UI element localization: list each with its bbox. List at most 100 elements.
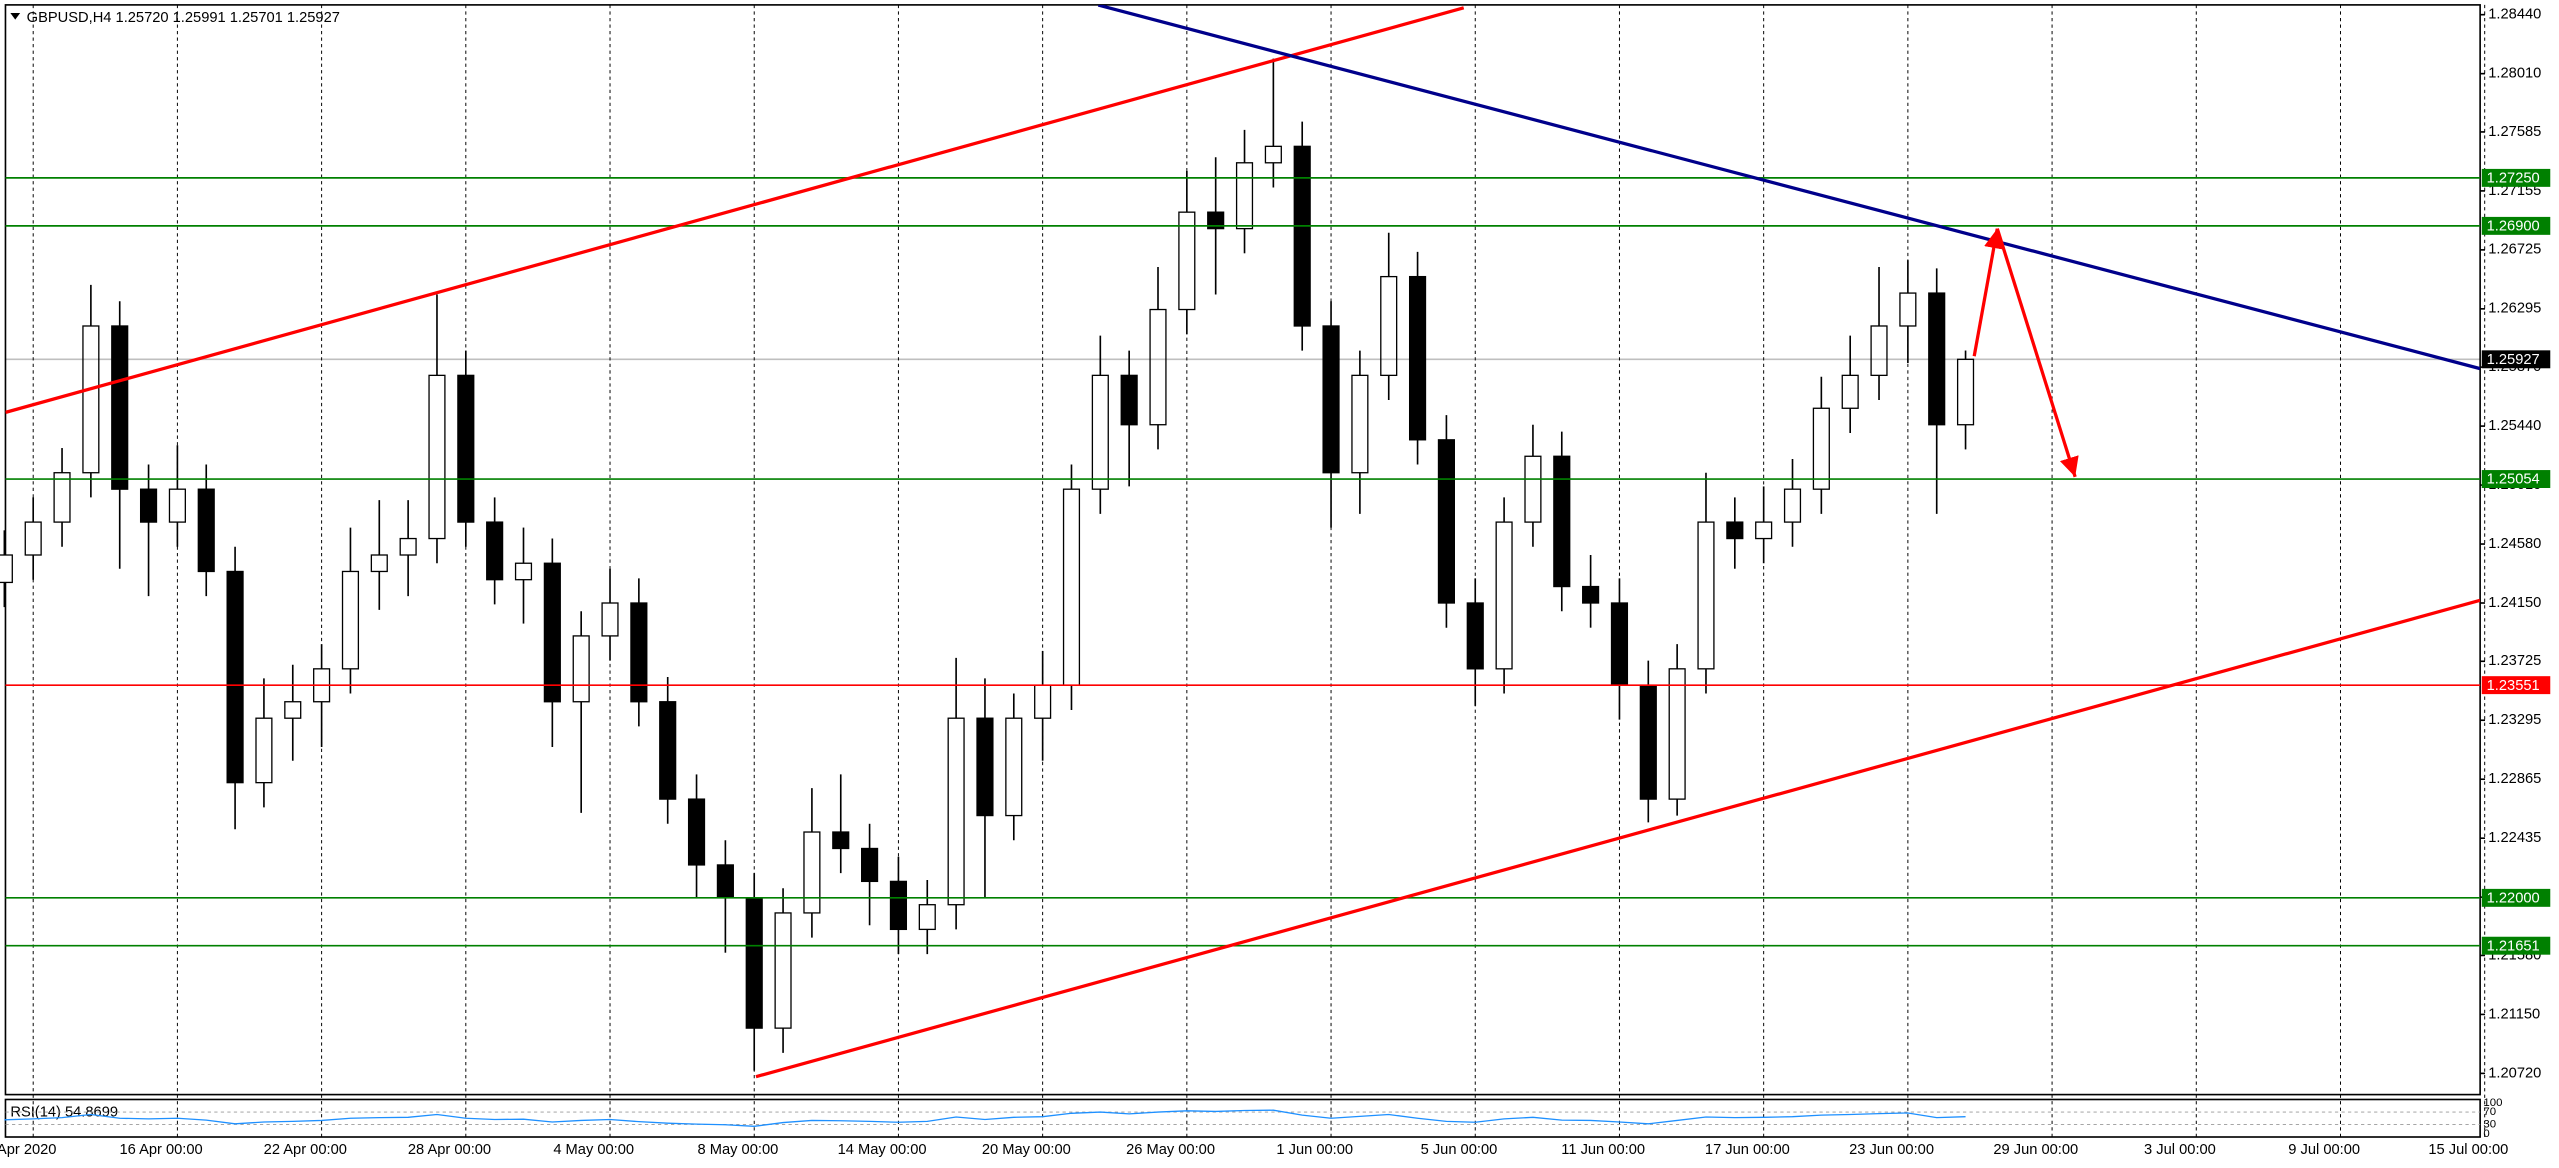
x-tick-label: 23 Jun 00:00 xyxy=(1849,1142,1934,1158)
candle-body xyxy=(889,880,908,931)
level-label: 1.25927 xyxy=(2487,352,2540,368)
candle-body xyxy=(1582,585,1600,604)
candle-body xyxy=(1351,374,1369,474)
y-tick-label: 1.23295 xyxy=(2488,712,2541,728)
x-tick-label: 17 Jun 00:00 xyxy=(1705,1142,1790,1158)
candle-body xyxy=(1928,292,1946,426)
candle-body xyxy=(1293,145,1311,327)
candle-body xyxy=(514,562,533,581)
menu-arrow xyxy=(10,13,21,20)
candle-body xyxy=(1062,488,1081,686)
candle-body xyxy=(1639,684,1657,800)
candle-body xyxy=(1380,275,1398,377)
candle-body xyxy=(82,325,100,474)
candle-body xyxy=(1437,439,1455,604)
y-tick-label: 1.25440 xyxy=(2488,418,2541,434)
x-tick-label: 9 Jul 00:00 xyxy=(2288,1142,2360,1158)
x-tick-label: 28 Apr 00:00 xyxy=(408,1142,491,1158)
candle-body xyxy=(976,717,994,817)
candle-body xyxy=(803,831,821,914)
x-tick-label: 22 Apr 00:00 xyxy=(264,1142,347,1158)
level-label: 1.25054 xyxy=(2487,472,2540,488)
indicator-tick-label: 100 xyxy=(2483,1097,2502,1109)
candle-body xyxy=(399,537,417,556)
y-tick-label: 1.20720 xyxy=(2488,1065,2541,1081)
candle-body xyxy=(1034,684,1052,719)
plot-frame xyxy=(4,4,2481,1096)
candle-body xyxy=(1870,325,1888,377)
candle-body xyxy=(1812,407,1830,490)
candle-body xyxy=(0,554,13,584)
x-tick-label: 11 Jun 00:00 xyxy=(1561,1142,1645,1158)
level-label-box xyxy=(2481,888,2551,907)
chart-title: GBPUSD,H4 1.25720 1.25991 1.25701 1.2592… xyxy=(27,10,340,26)
trend-line xyxy=(5,6,1465,414)
candle-body xyxy=(111,325,129,490)
x-tick-label: 3 Jul 00:00 xyxy=(2144,1142,2216,1158)
indicator-tick-label: 0 xyxy=(2483,1128,2489,1140)
candle-body xyxy=(1120,374,1138,426)
y-tick-label: 1.24150 xyxy=(2488,595,2541,611)
candle-body xyxy=(255,717,273,784)
candle-body xyxy=(918,904,936,931)
level-label: 1.21651 xyxy=(2487,938,2540,954)
candle-body xyxy=(774,912,792,1029)
candle-body xyxy=(139,488,158,523)
candle-body xyxy=(947,717,965,906)
x-tick-label: 10 Apr 2020 xyxy=(0,1142,56,1158)
candle-body xyxy=(1322,325,1340,474)
y-tick-label: 1.26725 xyxy=(2488,242,2541,258)
candle-body xyxy=(284,701,302,719)
candle-body xyxy=(543,562,561,703)
candle-body xyxy=(1783,488,1802,523)
candle-body xyxy=(486,521,504,581)
x-tick-label: 26 May 00:00 xyxy=(1126,1142,1215,1158)
candle-body xyxy=(1207,211,1225,230)
candle-body xyxy=(1264,145,1282,164)
candle-body xyxy=(687,798,706,866)
level-label: 1.26900 xyxy=(2487,219,2540,235)
level-label-box xyxy=(2481,350,2551,369)
candle-body xyxy=(1956,358,1975,426)
y-tick-label: 1.23725 xyxy=(2488,653,2541,669)
candle-body xyxy=(1408,275,1427,441)
candle-body xyxy=(601,602,619,637)
trend-line xyxy=(1995,228,2079,478)
candle-body xyxy=(832,831,850,850)
indicator-line xyxy=(4,1109,1966,1127)
x-tick-label: 5 Jun 00:00 xyxy=(1421,1142,1498,1158)
level-label: 1.27250 xyxy=(2487,171,2540,187)
level-label-box xyxy=(2481,936,2551,955)
candle-body xyxy=(572,635,590,703)
y-tick-label: 1.24580 xyxy=(2488,536,2541,552)
candle-body xyxy=(24,521,42,556)
y-tick-label: 1.28440 xyxy=(2488,7,2541,23)
candle-body xyxy=(1178,211,1196,311)
trend-line xyxy=(755,598,2481,1079)
x-tick-label: 20 May 00:00 xyxy=(982,1142,1071,1158)
indicator-tick-label: 70 xyxy=(2483,1106,2496,1118)
candle-body xyxy=(1553,455,1571,588)
candle-body xyxy=(457,374,475,523)
y-tick-label: 1.28010 xyxy=(2488,66,2541,82)
candle-body xyxy=(1091,374,1109,490)
x-tick-label: 16 Apr 00:00 xyxy=(119,1142,202,1158)
y-tick-label: 1.22865 xyxy=(2488,771,2541,787)
x-tick-label: 4 May 00:00 xyxy=(553,1142,634,1158)
candle-body xyxy=(1726,521,1744,540)
y-tick-label: 1.21150 xyxy=(2488,1006,2540,1022)
candle-body xyxy=(197,488,215,573)
candle-body xyxy=(53,472,71,523)
candle-body xyxy=(428,374,446,540)
y-tick-label: 1.22435 xyxy=(2488,830,2541,846)
x-tick-label: 1 Jun 00:00 xyxy=(1276,1142,1353,1158)
level-label: 1.23551 xyxy=(2487,678,2540,694)
candle-body xyxy=(341,570,360,670)
x-tick-label: 14 May 00:00 xyxy=(838,1142,927,1158)
candle-body xyxy=(1149,308,1167,426)
x-tick-label: 29 Jun 00:00 xyxy=(1993,1142,2078,1158)
candle-body xyxy=(1668,668,1686,800)
